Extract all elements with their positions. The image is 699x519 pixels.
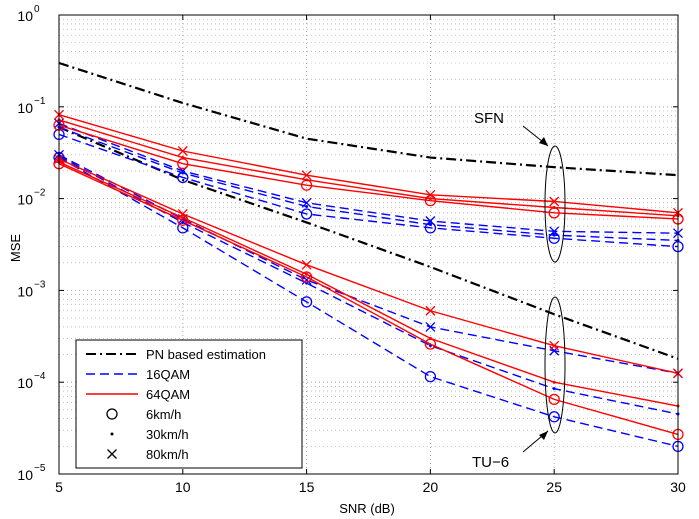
marker-circle	[424, 222, 437, 234]
series-line-2	[58, 133, 679, 248]
legend-label: PN based estimation	[146, 347, 266, 362]
series-line-8	[58, 124, 679, 220]
marker-dot	[428, 197, 432, 201]
x-tick-label: 5	[55, 479, 63, 495]
series-line-12	[58, 161, 679, 407]
y-tick-label: 10 0	[17, 4, 40, 24]
legend-circle-marker	[106, 408, 118, 420]
y-tick-label: 10 −4	[17, 371, 45, 391]
marker-dot	[305, 178, 309, 182]
legend-label: 80km/h	[146, 447, 189, 462]
marker-dot	[181, 220, 185, 224]
marker-x	[301, 197, 312, 208]
marker-x	[425, 305, 436, 316]
x-tick-label: 25	[546, 479, 562, 495]
series-line-3	[58, 126, 679, 242]
x-tick-label: 10	[175, 479, 191, 495]
y-tick-label: 10 −3	[17, 279, 45, 299]
marker-x	[425, 321, 436, 332]
marker-dot	[552, 387, 556, 391]
marker-dot	[305, 272, 309, 276]
marker-circle	[300, 296, 313, 308]
marker-x	[549, 340, 560, 351]
marker-dot	[181, 156, 185, 160]
y-tick-exponent: −1	[34, 96, 46, 107]
x-tick-label: 20	[423, 479, 439, 495]
legend-label: 16QAM	[146, 367, 190, 382]
marker-circle	[424, 370, 437, 383]
series-line-13	[58, 158, 679, 374]
marker-dot	[428, 223, 432, 227]
legend: PN based estimation 16QAM 64QAM 6km/h 30km/h…	[75, 339, 303, 469]
legend-label: 30km/h	[146, 427, 189, 442]
marker-circle	[548, 411, 560, 423]
y-axis-label: MSE	[8, 234, 23, 263]
y-tick-base: 10	[17, 375, 33, 391]
legend-box	[75, 339, 303, 469]
y-tick-base: 10	[17, 8, 33, 24]
series-line-11	[58, 163, 679, 436]
tu6-label: TU−6	[472, 454, 509, 471]
sfn-group-ellipse	[544, 145, 566, 263]
marker-x	[425, 189, 436, 200]
marker-x	[177, 146, 188, 156]
marker-x	[301, 259, 312, 270]
marker-circle	[300, 208, 313, 220]
tu6-group-ellipse	[544, 296, 566, 434]
marker-dot	[305, 205, 309, 209]
marker-x	[301, 170, 312, 181]
series-line-5	[58, 156, 679, 448]
x-tick-label: 15	[299, 479, 315, 495]
marker-dot	[428, 336, 432, 340]
marker-x	[549, 226, 560, 237]
marker-x	[301, 274, 312, 285]
marker-x	[549, 196, 560, 207]
grid	[59, 15, 678, 474]
series-line-4	[58, 122, 679, 234]
series-line-9	[58, 119, 679, 217]
y-tick-base: 10	[17, 100, 33, 116]
marker-x	[177, 209, 188, 219]
legend-x-marker	[107, 449, 117, 459]
marker-circle	[548, 393, 560, 406]
plot-frame	[58, 14, 679, 475]
marker-dot	[181, 216, 185, 220]
tu6-arrow-head	[539, 431, 548, 440]
marker-dot	[552, 205, 556, 209]
y-tick-exponent: −2	[34, 188, 46, 199]
y-tick-label: 10 −2	[17, 188, 45, 208]
marker-circle	[548, 232, 560, 244]
y-tick-exponent: 0	[34, 4, 40, 15]
legend-label: 6km/h	[146, 407, 181, 422]
series-line-0	[58, 61, 679, 177]
series-line-10	[58, 114, 679, 214]
sfn-arrow-head	[539, 137, 548, 146]
y-tick-exponent: −5	[34, 463, 46, 474]
y-tick-base: 10	[17, 283, 33, 299]
y-tick-label: 10 −1	[17, 96, 45, 116]
marker-dot	[552, 233, 556, 237]
y-tick-exponent: −4	[34, 371, 46, 382]
marker-dot	[552, 380, 556, 384]
x-tick-label: 30	[670, 479, 686, 495]
annotation-layer: SFN TU−6	[472, 110, 566, 471]
series-layer	[53, 61, 684, 453]
sfn-label: SFN	[474, 110, 504, 127]
y-tick-base: 10	[17, 467, 33, 483]
marker-x	[425, 216, 436, 226]
y-tick-exponent: −3	[34, 279, 46, 290]
legend-label: 64QAM	[146, 387, 190, 402]
y-tick-label: 10 −5	[17, 463, 45, 483]
y-tick-base: 10	[17, 192, 33, 208]
legend-dot-marker	[110, 432, 114, 436]
x-axis-label: SNR (dB)	[339, 501, 395, 516]
